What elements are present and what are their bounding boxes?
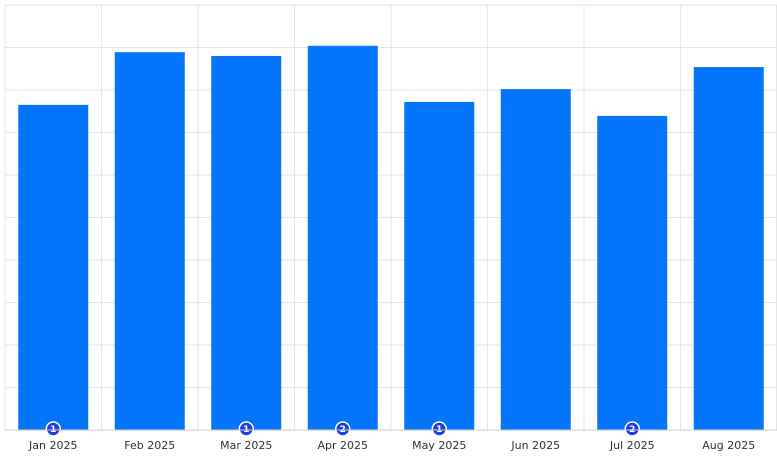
x-tick-label: May 2025 [412, 439, 466, 452]
x-tick-label: Jun 2025 [510, 439, 560, 452]
badge-circle [335, 421, 351, 437]
x-tick-label: Jan 2025 [28, 439, 77, 452]
badge: 2 [335, 421, 351, 437]
bar [307, 45, 378, 431]
bar [114, 52, 185, 431]
badge: 1 [431, 421, 447, 437]
badge: 2 [624, 421, 640, 437]
badge: 1 [238, 421, 254, 437]
bar [500, 89, 571, 431]
badge-circle [624, 421, 640, 437]
x-tick-label: Mar 2025 [220, 439, 272, 452]
x-tick-label: Apr 2025 [317, 439, 368, 452]
x-tick-label: Jul 2025 [609, 439, 655, 452]
bar [693, 67, 764, 431]
x-tick-label: Aug 2025 [702, 439, 755, 452]
bar [597, 115, 668, 431]
bar [211, 56, 282, 430]
bar [18, 104, 89, 430]
bar [404, 101, 475, 431]
x-tick-label: Feb 2025 [124, 439, 175, 452]
badge: 1 [45, 421, 61, 437]
badge-circle [431, 421, 447, 437]
badge-circle [45, 421, 61, 437]
badge-circle [238, 421, 254, 437]
